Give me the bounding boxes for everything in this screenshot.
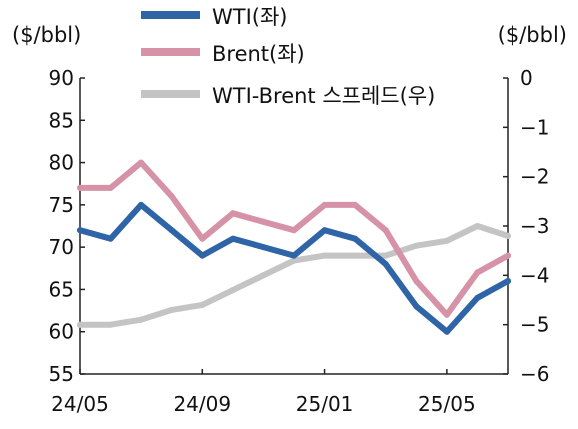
wti-point bbox=[382, 261, 389, 268]
brent-point bbox=[260, 218, 267, 225]
wti-point bbox=[229, 235, 236, 242]
brent-point bbox=[413, 278, 420, 284]
brent-point bbox=[229, 210, 236, 217]
brent-point bbox=[443, 311, 450, 318]
wti-point bbox=[443, 328, 450, 335]
spread-point bbox=[77, 321, 83, 328]
wti-point bbox=[352, 235, 359, 242]
brent-point bbox=[168, 193, 175, 200]
y-right-tick-label: 0 bbox=[520, 66, 533, 90]
y-left-tick-label: 75 bbox=[49, 193, 74, 217]
brent-point bbox=[352, 201, 359, 208]
y-axis-right-label: ($/bbl) bbox=[498, 23, 567, 47]
spread-point bbox=[352, 252, 359, 259]
spread-point bbox=[260, 272, 267, 279]
wti-point bbox=[138, 201, 145, 208]
y-right-tick-label: −2 bbox=[520, 165, 549, 189]
y-left-tick-label: 85 bbox=[49, 108, 74, 132]
spread-point bbox=[138, 316, 145, 323]
y-left-tick-label: 90 bbox=[49, 66, 74, 90]
brent-point bbox=[474, 269, 481, 276]
spread-point bbox=[443, 237, 450, 244]
spread-point bbox=[291, 257, 297, 264]
brent-point bbox=[505, 252, 511, 259]
y-right-tick-label: −6 bbox=[520, 362, 549, 386]
y-left-tick-label: 70 bbox=[49, 235, 74, 259]
y-right-tick-label: −1 bbox=[520, 115, 549, 139]
brent-point bbox=[138, 159, 145, 166]
y-right-tick-label: −3 bbox=[520, 214, 549, 238]
wti-point bbox=[168, 227, 175, 234]
wti-point bbox=[107, 235, 114, 242]
wti-point bbox=[474, 294, 481, 301]
wti-point bbox=[260, 244, 267, 251]
plot-area bbox=[77, 159, 511, 335]
brent-point bbox=[321, 201, 328, 208]
spread-point bbox=[229, 287, 236, 294]
wti-point bbox=[321, 227, 328, 234]
spread-point bbox=[474, 223, 481, 229]
y-left-tick-label: 55 bbox=[49, 362, 74, 386]
spread-point bbox=[107, 321, 114, 328]
y-left-tick-label: 65 bbox=[49, 277, 74, 301]
x-tick-label: 24/05 bbox=[51, 392, 109, 416]
y-left-tick-label: 80 bbox=[49, 151, 74, 175]
brent-point bbox=[77, 184, 83, 191]
spread-point bbox=[321, 252, 328, 259]
wti-point bbox=[291, 252, 297, 259]
x-tick-label: 24/09 bbox=[173, 392, 231, 416]
brent-point bbox=[382, 227, 389, 234]
axes: 90 85 80 75 70 65 60 55 0 −1 −2 −3 −4 −5 −6 24/05 24/09 2… bbox=[49, 66, 550, 416]
wti-point bbox=[413, 303, 420, 310]
y-left-tick-label: 60 bbox=[49, 320, 74, 344]
wti-point bbox=[199, 252, 206, 259]
legend: WTI(좌) Brent(좌) WTI-Brent 스프레드(우) bbox=[141, 5, 435, 108]
y-right-tick-label: −5 bbox=[520, 313, 549, 337]
spread-point bbox=[168, 306, 175, 313]
spread-point bbox=[199, 301, 206, 308]
wti-point bbox=[505, 278, 511, 284]
brent-point bbox=[107, 184, 114, 191]
x-tick-label: 25/01 bbox=[296, 392, 354, 416]
brent-point bbox=[199, 235, 206, 242]
x-tick-label: 25/05 bbox=[418, 392, 476, 416]
spread-point bbox=[505, 232, 511, 239]
legend-label-brent: Brent(좌) bbox=[212, 42, 305, 66]
legend-label-wti: WTI(좌) bbox=[212, 5, 288, 29]
legend-label-spread: WTI-Brent 스프레드(우) bbox=[212, 84, 435, 108]
brent-point bbox=[291, 227, 297, 234]
wti-point bbox=[77, 227, 83, 234]
spread-point bbox=[382, 252, 389, 259]
spread-point bbox=[413, 242, 420, 249]
y-right-tick-label: −4 bbox=[520, 263, 549, 287]
y-axis-left-label: ($/bbl) bbox=[12, 23, 81, 47]
